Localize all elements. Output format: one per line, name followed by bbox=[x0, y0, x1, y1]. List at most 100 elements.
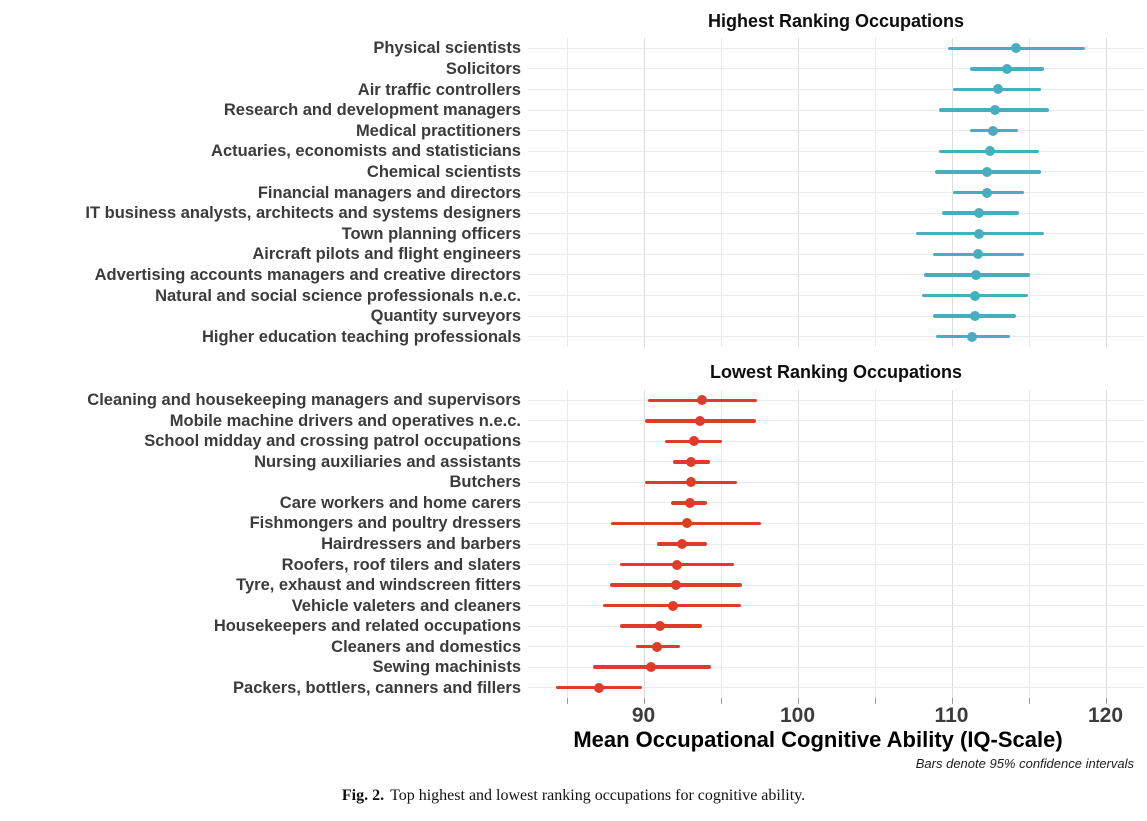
panel-title-lowest: Lowest Ranking Occupations bbox=[709, 362, 963, 382]
y-gridline bbox=[528, 295, 1144, 296]
y-gridline bbox=[528, 522, 1144, 524]
occupation-label: Packers, bottlers, canners and fillers bbox=[233, 678, 521, 697]
y-gridline bbox=[528, 625, 1144, 627]
x-tick-mark-100 bbox=[797, 698, 799, 704]
y-gridline bbox=[528, 233, 1144, 235]
occupation-label: Town planning officers bbox=[341, 224, 521, 243]
occupation-label: Cleaners and domestics bbox=[331, 637, 521, 656]
y-gridline bbox=[528, 274, 1144, 276]
occupation-label: Sewing machinists bbox=[372, 657, 521, 676]
x-tick-mark-90 bbox=[643, 698, 645, 704]
mean-dot bbox=[670, 580, 681, 591]
mean-dot bbox=[697, 395, 708, 406]
caption-text: Top highest and lowest ranking occupatio… bbox=[390, 787, 806, 804]
occupation-label: Chemical scientists bbox=[366, 162, 521, 181]
mean-dot bbox=[593, 682, 604, 693]
ci-note: Bars denote 95% confidence intervals bbox=[915, 756, 1134, 771]
occupation-label: Roofers, roof tilers and slaters bbox=[281, 555, 521, 574]
y-gridline bbox=[528, 150, 1144, 152]
occupation-label: Mobile machine drivers and operatives n.… bbox=[169, 411, 521, 430]
occupation-label: Air traffic controllers bbox=[357, 80, 521, 99]
highest-panel-labels: Physical scientists Solicitors Air traffic… bbox=[0, 38, 521, 347]
y-gridline bbox=[528, 88, 1144, 90]
panel-title-highest: Highest Ranking Occupations bbox=[707, 11, 965, 31]
occupation-label: Tyre, exhaust and windscreen fitters bbox=[236, 575, 521, 594]
x-axis-title: Mean Occupational Cognitive Ability (IQ-… bbox=[573, 727, 1063, 752]
mean-dot bbox=[971, 269, 982, 280]
lowest-panel-labels: Cleaning and housekeeping managers and s… bbox=[0, 390, 521, 698]
x-tick-label-90: 90 bbox=[631, 704, 656, 727]
y-gridline bbox=[528, 192, 1144, 193]
y-gridline bbox=[528, 212, 1144, 214]
mean-dot bbox=[686, 477, 697, 488]
mean-dot bbox=[1011, 43, 1022, 54]
x-tick-mark-110 bbox=[951, 698, 953, 704]
mean-dot bbox=[689, 436, 700, 447]
y-gridline bbox=[528, 687, 1144, 689]
x-axis: 90 100 110 120 bbox=[528, 698, 1144, 730]
y-gridline bbox=[528, 130, 1144, 132]
occupation-label: Quantity surveyors bbox=[370, 306, 521, 325]
mean-dot bbox=[966, 331, 977, 342]
mean-dot bbox=[972, 249, 983, 260]
occupation-label: Actuaries, economists and statisticians bbox=[211, 142, 521, 161]
y-gridline bbox=[528, 315, 1144, 317]
x-tick-mark-105 bbox=[874, 698, 876, 704]
occupation-label: Physical scientists bbox=[373, 39, 521, 58]
caption-label: Fig. 2. bbox=[341, 787, 385, 804]
mean-dot bbox=[974, 228, 985, 239]
mean-dot bbox=[667, 600, 678, 611]
mean-dot bbox=[686, 456, 697, 467]
occupation-label: Aircraft pilots and flight engineers bbox=[252, 245, 521, 264]
y-gridline bbox=[528, 461, 1144, 463]
mean-dot bbox=[969, 290, 980, 301]
occupation-label: Butchers bbox=[449, 473, 521, 492]
y-gridline bbox=[528, 68, 1144, 70]
occupation-label: School midday and crossing patrol occupa… bbox=[144, 432, 521, 451]
mean-dot bbox=[981, 187, 992, 198]
x-tick-mark-120 bbox=[1105, 698, 1107, 704]
mean-dot bbox=[646, 662, 657, 673]
mean-dot bbox=[652, 641, 663, 652]
y-gridline bbox=[528, 47, 1144, 49]
mean-dot bbox=[677, 539, 687, 549]
occupation-label: Research and development managers bbox=[223, 100, 521, 119]
mean-dot bbox=[969, 311, 980, 322]
y-gridline bbox=[528, 543, 1144, 545]
mean-dot bbox=[992, 84, 1003, 95]
y-gridline bbox=[528, 502, 1144, 504]
occupation-label: Solicitors bbox=[445, 59, 521, 78]
y-gridline bbox=[528, 584, 1144, 586]
occupation-label: Higher education teaching professionals bbox=[201, 327, 521, 346]
y-gridline bbox=[528, 605, 1144, 607]
y-gridline bbox=[528, 399, 1144, 401]
y-gridline bbox=[528, 564, 1144, 566]
occupation-label: Nursing auxiliaries and assistants bbox=[254, 452, 521, 471]
mean-dot bbox=[989, 105, 1000, 116]
occupation-label: IT business analysts, architects and sys… bbox=[85, 203, 521, 222]
y-gridline bbox=[528, 420, 1144, 422]
lowest-panel-plot bbox=[528, 390, 1144, 698]
y-gridline bbox=[528, 666, 1144, 668]
y-gridline bbox=[528, 481, 1144, 483]
mean-dot bbox=[684, 497, 695, 508]
mean-dot bbox=[1001, 63, 1012, 74]
x-tick-mark-95 bbox=[720, 698, 722, 704]
y-gridline bbox=[528, 336, 1144, 338]
highest-panel-plot bbox=[528, 38, 1144, 347]
x-tick-label-120: 120 bbox=[1087, 704, 1124, 727]
mean-dot bbox=[985, 146, 995, 157]
y-gridline bbox=[528, 171, 1144, 173]
mean-dot bbox=[681, 518, 692, 529]
y-gridline bbox=[528, 109, 1144, 111]
occupation-label: Cleaning and housekeeping managers and s… bbox=[87, 391, 521, 410]
occupation-label: Fishmongers and poultry dressers bbox=[249, 514, 521, 533]
x-tick-label-100: 100 bbox=[779, 704, 816, 727]
mean-dot bbox=[988, 125, 999, 136]
occupation-label: Vehicle valeters and cleaners bbox=[291, 596, 521, 615]
y-gridline bbox=[528, 440, 1144, 442]
x-tick-mark-85 bbox=[566, 698, 568, 704]
mean-dot bbox=[981, 166, 992, 177]
occupation-label: Natural and social science professionals… bbox=[155, 286, 521, 305]
